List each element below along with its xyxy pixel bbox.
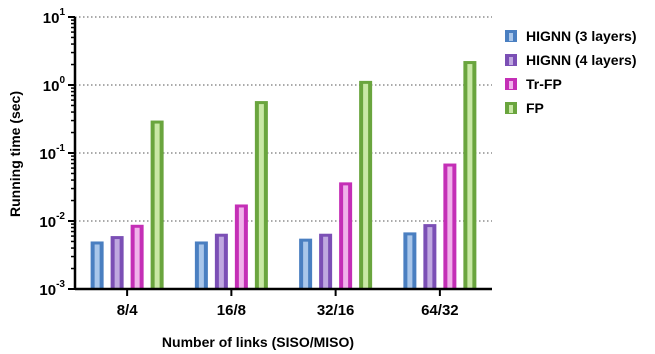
legend-label: FP [526, 100, 544, 116]
bar-inner [427, 227, 433, 288]
legend-swatch-inner [509, 33, 513, 41]
bar-inner [114, 239, 120, 288]
bar [299, 238, 313, 289]
bar [443, 163, 457, 289]
x-tick-label: 32/16 [317, 302, 355, 319]
legend-swatch-inner [509, 57, 513, 65]
bar-inner [343, 185, 349, 288]
gridlines [75, 16, 492, 222]
y-axis-title: Running time (sec) [7, 91, 23, 217]
bar [403, 232, 417, 289]
x-tick-label: 16/8 [217, 302, 246, 319]
bar-inner [218, 236, 224, 288]
legend: HIGNN (3 layers) HIGNN (4 layers) Tr-FP FP [505, 28, 636, 116]
legend-item: HIGNN (3 layers) [505, 28, 636, 44]
x-tick-label: 8/4 [117, 302, 139, 319]
bar-inner [447, 166, 453, 288]
bar [150, 120, 164, 289]
bars [90, 61, 477, 289]
y-tick-label: 100 [43, 75, 66, 95]
bar [359, 80, 373, 289]
bar-inner [467, 64, 473, 288]
legend-item: HIGNN (4 layers) [505, 52, 636, 68]
bar-inner [303, 241, 309, 288]
bar-inner [258, 104, 264, 288]
y-tick-label: 10-2 [39, 211, 65, 231]
legend-label: Tr-FP [526, 76, 562, 92]
x-axis-title: Number of links (SISO/MISO) [162, 334, 354, 350]
legend-item: FP [505, 100, 544, 116]
bar-inner [407, 235, 413, 288]
bar [423, 224, 437, 289]
legend-swatch-inner [509, 81, 513, 89]
bar [110, 236, 124, 289]
bar [319, 233, 333, 289]
y-tick-label: 101 [43, 7, 66, 27]
bar-inner [363, 83, 369, 288]
bar-inner [94, 244, 100, 288]
x-tick-label: 64/32 [421, 302, 459, 319]
bar [463, 61, 477, 289]
bar-inner [198, 244, 204, 288]
axes [68, 16, 492, 291]
bar [339, 182, 353, 289]
bar-inner [134, 227, 140, 288]
x-tick-labels: 8/4 16/8 32/16 64/32 [117, 289, 459, 319]
bar [234, 204, 248, 289]
bar [90, 241, 104, 289]
bar-inner [154, 123, 160, 288]
bar [194, 241, 208, 289]
legend-swatch-inner [509, 105, 513, 113]
bar-inner [238, 207, 244, 288]
bar [214, 233, 228, 289]
bar [130, 224, 144, 289]
y-tick-labels: 101 100 10-1 10-2 10-3 [39, 7, 65, 299]
legend-item: Tr-FP [505, 76, 562, 92]
y-tick-label: 10-3 [39, 279, 65, 299]
bar [254, 101, 268, 289]
legend-label: HIGNN (4 layers) [526, 52, 636, 68]
bar-inner [323, 236, 329, 288]
legend-label: HIGNN (3 layers) [526, 28, 636, 44]
y-tick-label: 10-1 [39, 143, 65, 163]
